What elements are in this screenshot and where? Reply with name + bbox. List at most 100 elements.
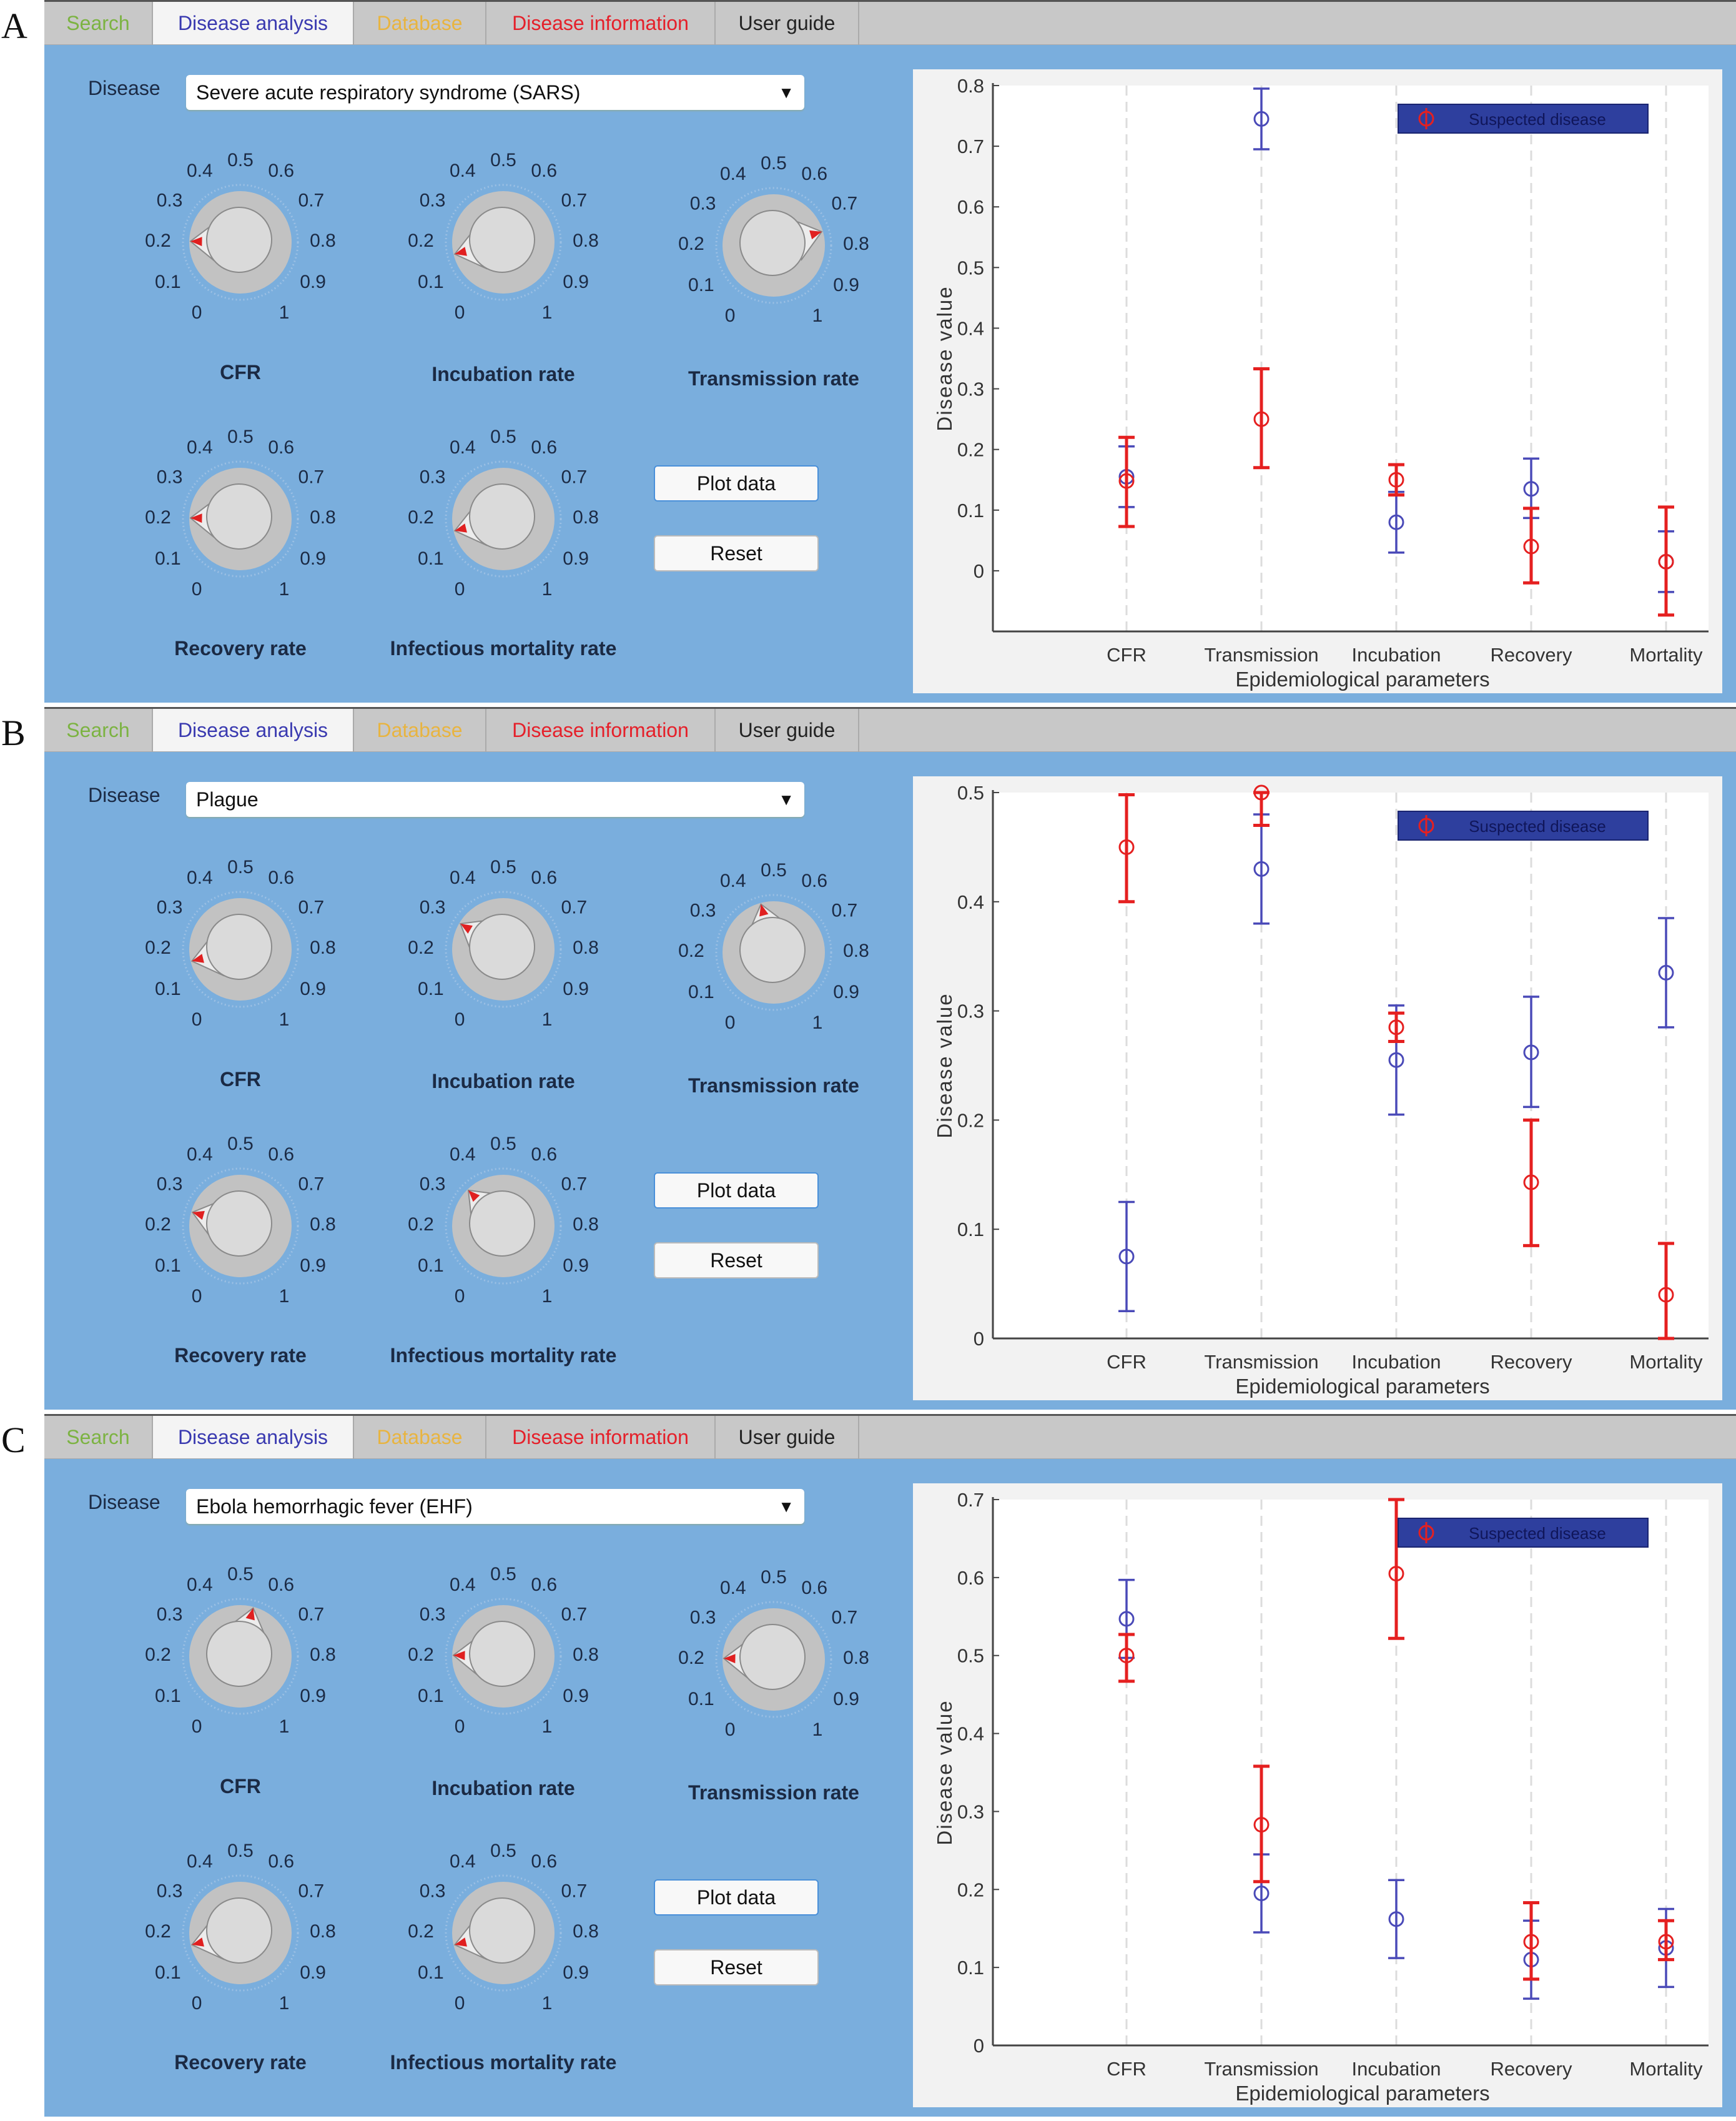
marker [1388,1566,1404,1582]
knob-scale-label: 0.8 [310,507,336,528]
disease-dropdown[interactable]: Ebola hemorrhagic fever (EHF) ▼ [186,1489,804,1524]
x-tick-label: Recovery [1491,644,1572,666]
knob-cfr[interactable]: 0 0.1 0.2 0.30.4 0.5 0.60.7 0.8 0.9 1 [134,843,347,1056]
chart-svg: CFR Transmission Incubation Recovery Mortali… [933,1489,1709,2105]
knob-scale-label: 0.1 [688,275,714,295]
tab-search[interactable]: Search [44,2,153,44]
knob-scale-label: 0 [192,1009,202,1030]
knob-scale-label: 0.7 [561,897,588,917]
tab-database[interactable]: Database [354,709,486,751]
tab-user-guide[interactable]: User guide [716,1416,859,1458]
dropdown-arrow-icon: ▼ [778,1497,794,1516]
knob-cap [206,1190,272,1257]
knob-scale-label: 0.9 [563,1686,589,1706]
knob-recovery-rate[interactable]: 0 0.1 0.2 0.30.4 0.5 0.60.7 0.8 0.9 1 [134,1120,347,1332]
knob-infectious-mortality-rate[interactable]: 0 0.1 0.2 0.30.4 0.5 0.60.7 0.8 0.9 1 [397,1827,609,2039]
knob-cap [206,1897,272,1964]
tab-disease-analysis[interactable]: Disease analysis [153,709,354,751]
tab-disease-information[interactable]: Disease information [486,1416,716,1458]
knob-cfr[interactable]: 0 0.1 0.2 0.30.4 0.5 0.60.7 0.8 0.9 1 [134,136,347,349]
marker [1658,1287,1674,1303]
knob-scale-label: 0.9 [300,1686,326,1706]
chart-svg: CFR Transmission Incubation Recovery Mortali… [933,75,1709,691]
knob-scale-label: 1 [812,305,823,326]
knob-scale-label: 0.8 [310,1921,336,1942]
knob-tick-ring [182,184,299,301]
plot-data-button[interactable]: Plot data [654,1172,819,1209]
plot-data-button[interactable]: Plot data [654,465,819,502]
knob-scale-label: 0.3 [157,897,183,917]
tab-disease-analysis[interactable]: Disease analysis [153,1416,354,1458]
legend-label: Suspected disease [1469,110,1606,129]
knob-scale-label: 0.7 [561,467,588,487]
tab-disease-analysis[interactable]: Disease analysis [153,2,354,44]
disease-value-chart: CFR Transmission Incubation Recovery Mortali… [913,776,1722,1400]
x-tick-label: Recovery [1491,1351,1572,1373]
knob-scale-label: 0.4 [450,868,476,888]
knob-scale-label: 0.6 [801,1578,827,1598]
tab-disease-information[interactable]: Disease information [486,709,716,751]
suspected-point-recovery [1523,1118,1539,1247]
knob-scale-label: 0.8 [573,1644,599,1665]
knob-scale-label: 0.4 [720,164,746,184]
knob-scale-label: 0.7 [298,1174,325,1194]
knob-indicator-icon [190,237,202,247]
knob-infectious-mortality-rate[interactable]: 0 0.1 0.2 0.30.4 0.5 0.60.7 0.8 0.9 1 [397,1120,609,1332]
knob-scale-label: 0.4 [187,1575,213,1595]
y-tick-label: 0.5 [957,1645,984,1667]
disease-dropdown[interactable]: Plague ▼ [186,782,804,817]
reset-button[interactable]: Reset [654,535,819,571]
suspected-point-recovery [1523,507,1539,585]
tab-search[interactable]: Search [44,1416,153,1458]
knob-infectious-mortality-rate[interactable]: 0 0.1 0.2 0.30.4 0.5 0.60.7 0.8 0.9 1 [397,413,609,625]
legend-label: Suspected disease [1469,817,1606,836]
tab-disease-information[interactable]: Disease information [486,2,716,44]
tab-database[interactable]: Database [354,2,486,44]
knob-label: CFR [220,1068,261,1090]
knob-scale-label: 0.9 [833,982,859,1002]
marker [1658,553,1674,570]
knob-incubation-rate[interactable]: 0 0.1 0.2 0.30.4 0.5 0.60.7 0.8 0.9 1 [397,1550,609,1763]
tab-user-guide[interactable]: User guide [716,709,859,751]
knob-scale-label: 0.7 [298,1881,325,1901]
knob-transmission-rate[interactable]: 0 0.1 0.2 0.30.4 0.5 0.60.7 0.8 0.9 1 [668,1553,880,1766]
knob-recovery-rate[interactable]: 0 0.1 0.2 0.30.4 0.5 0.60.7 0.8 0.9 1 [134,1827,347,2039]
disease-value-chart: CFR Transmission Incubation Recovery Mortali… [913,69,1722,693]
knob-scale-label: 0.6 [531,1575,557,1595]
reset-button[interactable]: Reset [654,1242,819,1278]
marker [1388,1019,1404,1036]
knob-scale-label: 0.6 [531,1851,557,1872]
knob-transmission-rate[interactable]: 0 0.1 0.2 0.30.4 0.5 0.60.7 0.8 0.9 1 [668,846,880,1059]
y-tick-label: 0.7 [957,1489,984,1511]
legend: Suspected disease [1398,104,1649,134]
y-axis-title: Disease value [933,992,956,1138]
tab-database[interactable]: Database [354,1416,486,1458]
knob-scale-label: 0.1 [418,1686,444,1706]
disease-selected-value: Plague [196,788,259,811]
disease-dropdown[interactable]: Severe acute respiratory syndrome (SARS)… [186,75,804,110]
disease-label: Disease [88,1491,160,1513]
y-tick-label: 0.6 [957,196,984,218]
knob-scale-label: 0.6 [268,1575,294,1595]
legend: Suspected disease [1398,1518,1649,1548]
knob-cfr[interactable]: 0 0.1 0.2 0.30.4 0.5 0.60.7 0.8 0.9 1 [134,1550,347,1763]
knob-incubation-rate[interactable]: 0 0.1 0.2 0.30.4 0.5 0.60.7 0.8 0.9 1 [397,843,609,1056]
knob-scale-label: 0.7 [832,193,858,214]
knob-scale-label: 0 [455,579,465,600]
knob-scale-label: 0.2 [408,1921,434,1942]
panel-letter: A [1,6,27,46]
knob-scale-label: 0.7 [298,467,325,487]
reset-button[interactable]: Reset [654,1949,819,1985]
knob-recovery-rate[interactable]: 0 0.1 0.2 0.30.4 0.5 0.60.7 0.8 0.9 1 [134,413,347,625]
knob-scale-label: 0.3 [690,193,716,214]
tab-user-guide[interactable]: User guide [716,2,859,44]
knob-label: Transmission rate [688,1074,859,1097]
knob-incubation-rate[interactable]: 0 0.1 0.2 0.30.4 0.5 0.60.7 0.8 0.9 1 [397,136,609,349]
knob-indicator-icon [192,1210,205,1220]
plot-data-button[interactable]: Plot data [654,1879,819,1916]
knob-transmission-rate[interactable]: 0 0.1 0.2 0.30.4 0.5 0.60.7 0.8 0.9 1 [668,139,880,352]
tab-search[interactable]: Search [44,709,153,751]
knob-indicator-icon [759,904,769,917]
knob-indicator-icon [455,523,467,533]
knob-scale-label: 1 [812,1012,823,1033]
